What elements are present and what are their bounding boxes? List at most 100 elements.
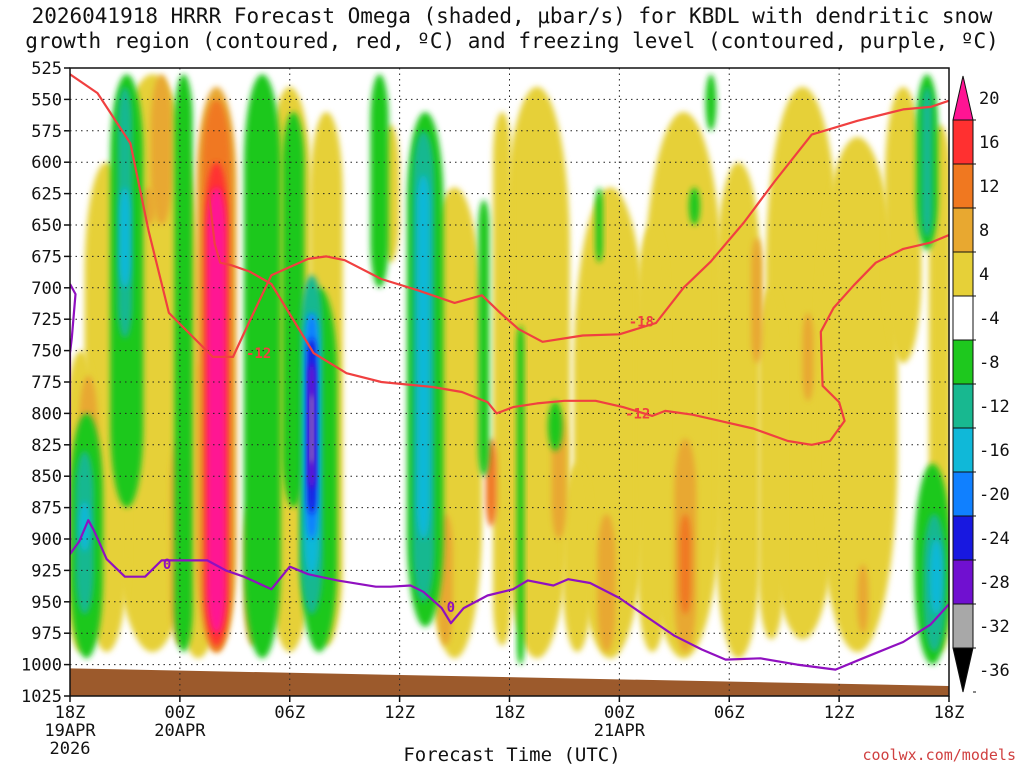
colorbar-swatch — [952, 427, 974, 473]
colorbar-label: 8 — [979, 221, 989, 241]
omega-shade-blob — [562, 463, 592, 653]
y-tick-label: 850 — [31, 467, 62, 487]
y-tick-label: 825 — [31, 436, 62, 456]
contour-labels: -18 -12 -12 0 0 — [163, 315, 654, 616]
y-tick-label: 650 — [31, 216, 62, 236]
y-tick-label: 625 — [31, 185, 62, 205]
omega-shade-blob — [207, 187, 226, 634]
y-tick-label: 675 — [31, 247, 62, 267]
contour-label: 0 — [447, 600, 455, 616]
title-line-2: growth region (contoured, red, ºC) and f… — [25, 29, 999, 53]
omega-shade-blob — [758, 287, 785, 640]
colorbar-swatch — [952, 163, 974, 209]
y-tick-label: 900 — [31, 530, 62, 550]
y-tick-label: 950 — [31, 593, 62, 613]
colorbar-label: -36 — [979, 661, 1010, 681]
x-tick-label: 18Z — [934, 703, 965, 723]
colorbar-swatch — [952, 515, 974, 561]
x-tick-label: 20APR — [154, 721, 206, 741]
y-tick-label: 750 — [31, 342, 62, 362]
omega-shade-blob — [688, 187, 700, 225]
omega-shade-blob — [243, 74, 281, 659]
omega-shade-blob — [802, 312, 814, 401]
omega-shade-blob — [504, 86, 570, 659]
contour-label: -12 — [246, 346, 271, 362]
y-tick-label: 550 — [31, 90, 62, 110]
colorbar-swatch — [952, 471, 974, 517]
omega-shade-blob — [637, 225, 667, 653]
colorbar-swatch — [952, 603, 974, 649]
contour-lines — [70, 73, 949, 671]
y-tick-label: 1000 — [21, 656, 62, 676]
colorbar-label: -4 — [979, 309, 999, 329]
omega-shade-blob — [478, 199, 490, 477]
x-tick-label: 12Z — [824, 703, 855, 723]
x-tick-label: 06Z — [274, 703, 305, 723]
contour-label: 0 — [163, 557, 171, 573]
omega-shade-blob — [310, 394, 314, 464]
colorbar-label: -32 — [979, 617, 1010, 637]
colorbar-arrow-top — [952, 75, 974, 121]
terrain-surface — [70, 668, 949, 696]
omega-shade-blob — [705, 74, 717, 131]
colorbar-label: -8 — [979, 353, 999, 373]
omega-shade-blob — [857, 564, 869, 634]
omega-shade-blob — [516, 325, 525, 665]
y-tick-label: 700 — [31, 279, 62, 299]
y-tick-label: 1025 — [21, 687, 62, 707]
colorbar-label: -28 — [979, 573, 1010, 593]
colorbar-label: 12 — [979, 177, 999, 197]
colorbar-swatch — [952, 383, 974, 429]
y-tick-label: 800 — [31, 404, 62, 424]
omega-shade-blob — [547, 400, 563, 452]
omega-shade-blob — [370, 74, 389, 288]
y-tick-label: 725 — [31, 310, 62, 330]
omega-shade-blob — [884, 86, 922, 364]
x-tick-label: 21APR — [594, 721, 646, 741]
colorbar-swatch — [952, 559, 974, 605]
omega-shading — [70, 74, 949, 696]
x-tick-label: 19APR — [44, 721, 96, 741]
x-tick-label: 00Z — [604, 703, 635, 723]
omega-shade-blob — [716, 162, 761, 659]
colorbar-label: 20 — [979, 89, 999, 109]
omega-shade-blob — [282, 111, 305, 508]
contour-line — [208, 195, 949, 446]
omega-shade-blob — [679, 513, 691, 615]
colorbar-label: 16 — [979, 133, 999, 153]
x-tick-label: 18Z — [55, 703, 86, 723]
colorbar: 20 16 12 8 4 -4 -8 -12 -16 -20 -24 -28 -32 -36 — [952, 75, 1010, 693]
contour-label: -18 — [629, 315, 654, 331]
y-tick-label: 975 — [31, 624, 62, 644]
colorbar-swatch — [952, 119, 974, 165]
omega-shade-blob — [417, 174, 430, 539]
colorbar-swatch — [952, 207, 974, 253]
colorbar-label: -20 — [979, 485, 1010, 505]
omega-shade-blob — [150, 74, 173, 225]
y-tick-label: 925 — [31, 561, 62, 581]
colorbar-label: -16 — [979, 441, 1010, 461]
y-tick-label: 775 — [31, 373, 62, 393]
colorbar-swatch — [952, 295, 974, 341]
omega-shade-blob — [751, 237, 763, 364]
credit-text: coolwx.com/models — [862, 746, 1016, 764]
x-tick-label: 06Z — [714, 703, 745, 723]
colorbar-swatch — [952, 251, 974, 297]
contour-line — [70, 283, 949, 671]
x-axis-title: Forecast Time (UTC) — [403, 744, 621, 766]
y-tick-label: 575 — [31, 122, 62, 142]
y-tick-label: 600 — [31, 153, 62, 173]
colorbar-swatch — [952, 339, 974, 385]
contour-line — [70, 73, 949, 358]
colorbar-label: -24 — [979, 529, 1010, 549]
contour-label: -12 — [625, 406, 650, 422]
x-tick-label: 00Z — [165, 703, 196, 723]
chart-title: 2026041918 HRRR Forecast Omega (shaded, … — [0, 4, 1024, 54]
omega-shade-blob — [817, 137, 898, 653]
omega-shade-blob — [493, 111, 512, 646]
x-tick-label: 2026 — [50, 739, 91, 759]
title-line-1: 2026041918 HRRR Forecast Omega (shaded, … — [31, 4, 993, 28]
y-tick-label: 875 — [31, 499, 62, 519]
